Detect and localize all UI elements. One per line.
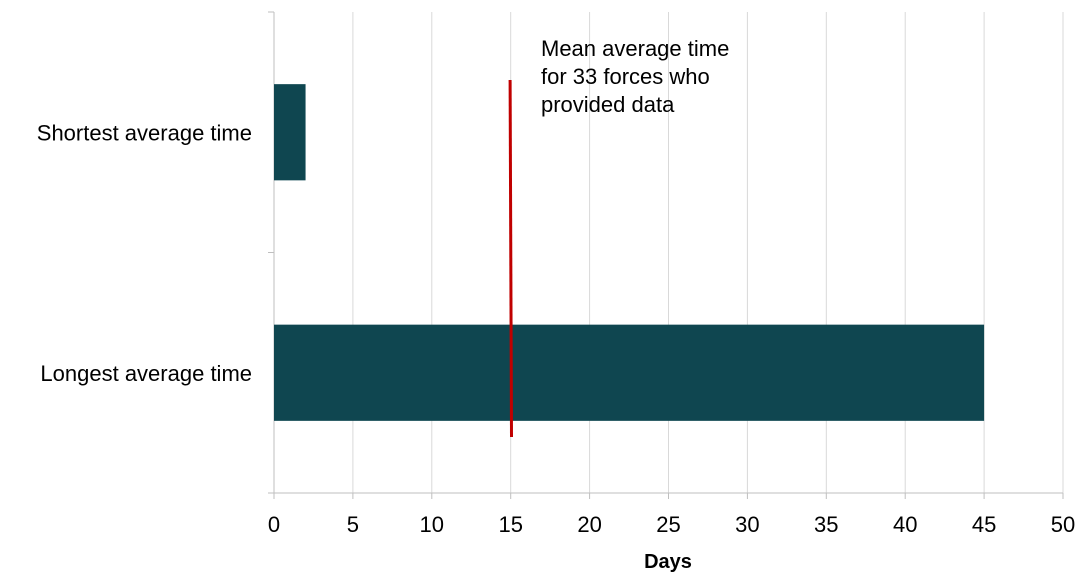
x-tick-label: 25 bbox=[656, 512, 680, 537]
x-tick-label: 15 bbox=[498, 512, 522, 537]
annotation-line: provided data bbox=[541, 92, 675, 117]
x-tick-label: 10 bbox=[420, 512, 444, 537]
mean-reference-line bbox=[508, 79, 513, 438]
x-tick-label: 30 bbox=[735, 512, 759, 537]
bar bbox=[274, 324, 985, 421]
x-axis-title: Days bbox=[644, 551, 692, 573]
bar bbox=[274, 84, 306, 181]
category-label: Shortest average time bbox=[37, 120, 252, 145]
x-tick-label: 50 bbox=[1051, 512, 1075, 537]
x-tick-labels: 0 5 10 15 20 25 30 35 40 45 50 bbox=[268, 512, 1075, 537]
x-tick-label: 0 bbox=[268, 512, 280, 537]
annotation-line: Mean average time bbox=[541, 36, 729, 61]
category-labels: Shortest average time Longest average tim… bbox=[37, 120, 252, 386]
x-tick-label: 35 bbox=[814, 512, 838, 537]
bars bbox=[274, 84, 985, 421]
x-tick-label: 20 bbox=[577, 512, 601, 537]
x-tick-label: 45 bbox=[972, 512, 996, 537]
x-tick-label: 40 bbox=[893, 512, 917, 537]
x-tick-label: 5 bbox=[347, 512, 359, 537]
category-label: Longest average time bbox=[40, 361, 252, 386]
annotation-line: for 33 forces who bbox=[541, 64, 710, 89]
mean-reference-line-group bbox=[508, 79, 513, 438]
mean-annotation-label: Mean average time for 33 forces who provid… bbox=[541, 36, 729, 117]
